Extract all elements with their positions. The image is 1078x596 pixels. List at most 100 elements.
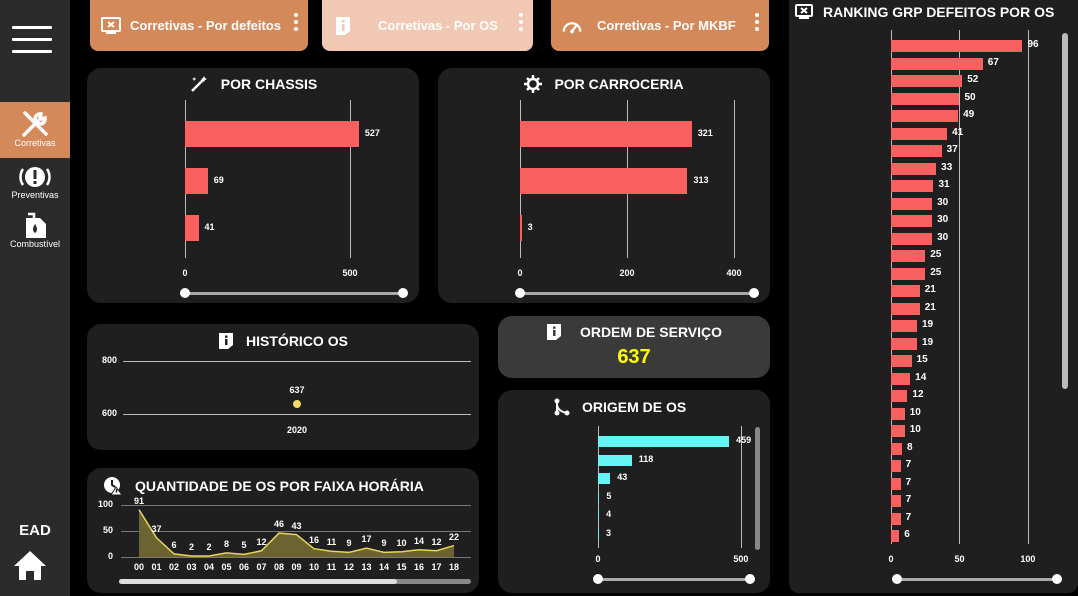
bar[interactable] [891, 232, 933, 245]
bar[interactable] [598, 491, 600, 503]
data-label: 25 [930, 266, 942, 278]
bar[interactable] [598, 473, 611, 484]
bar[interactable] [891, 302, 920, 315]
bar[interactable] [891, 110, 959, 122]
faixa-scroll-thumb[interactable] [119, 579, 397, 584]
bar[interactable] [891, 75, 963, 87]
more-options-icon[interactable] [755, 13, 759, 34]
data-label: 7 [905, 459, 912, 470]
bar[interactable] [891, 407, 905, 420]
range-slider-handle-end[interactable] [1052, 574, 1062, 584]
bar[interactable] [598, 436, 730, 447]
range-slider-handle-end[interactable] [745, 574, 755, 584]
hamburger-menu-icon[interactable] [12, 26, 52, 56]
tab-corretivas-por-os[interactable]: Corretivas - Por OS [322, 0, 533, 51]
range-slider-track[interactable] [598, 578, 750, 581]
x-tick-label: 15 [396, 562, 407, 572]
nav-item-preventivas[interactable]: Preventivas [0, 164, 70, 204]
area-fill [139, 509, 454, 557]
carroceria-title: POR CARROCERIA [554, 76, 684, 92]
range-slider-handle-start[interactable] [180, 288, 190, 298]
x-tick-label: 07 [256, 562, 267, 572]
data-label: 21 [924, 301, 936, 313]
x-tick-label: 0 [888, 554, 894, 564]
nav-item-combustivel[interactable]: Combustível [0, 212, 70, 256]
bar[interactable] [891, 425, 905, 437]
grid-line [121, 531, 471, 532]
range-slider-handle-start[interactable] [593, 574, 603, 584]
nav-item-corretivas[interactable]: Corretivas [0, 102, 70, 158]
screen-x-icon [795, 4, 813, 19]
info-doc-icon [332, 15, 354, 37]
bar[interactable] [891, 215, 933, 227]
origem-header: ORIGEM DE OS [554, 398, 686, 416]
bar[interactable] [891, 285, 920, 297]
bar[interactable] [891, 127, 948, 140]
sidebar: Corretivas Preventivas Combustível EAD [0, 0, 70, 596]
x-tick-label: 0 [517, 268, 523, 278]
grid-line [350, 100, 351, 258]
bar[interactable] [520, 215, 522, 241]
bar[interactable] [891, 57, 983, 70]
bar[interactable] [891, 495, 901, 507]
origem-scrollbar[interactable] [755, 427, 760, 550]
bar[interactable] [891, 162, 937, 175]
bar[interactable] [185, 215, 199, 241]
grid-line [121, 505, 471, 506]
range-slider-track[interactable] [185, 292, 403, 295]
faixa-scrollbar[interactable] [119, 579, 471, 584]
bar[interactable] [891, 92, 960, 105]
bar[interactable] [891, 442, 902, 455]
data-label: 7 [905, 511, 912, 523]
more-options-icon[interactable] [519, 13, 523, 34]
range-slider-handle-start[interactable] [892, 574, 902, 584]
x-tick-label: 0 [182, 268, 188, 278]
ranking-scrollbar[interactable] [1062, 33, 1068, 389]
x-tick-label: 01 [151, 562, 162, 572]
speedometer-icon [561, 15, 583, 37]
data-point[interactable] [293, 400, 301, 409]
range-slider-handle-start[interactable] [515, 288, 525, 298]
bar[interactable] [520, 168, 688, 194]
x-tick-label: 500 [733, 554, 749, 564]
home-icon[interactable] [13, 549, 47, 581]
bar[interactable] [891, 145, 942, 157]
ranking-header: RANKING GRP DEFEITOS POR OS [795, 4, 1054, 20]
bar[interactable] [891, 337, 917, 350]
bar[interactable] [891, 40, 1023, 52]
bar[interactable] [598, 528, 599, 540]
data-label: 37 [151, 523, 162, 534]
tab-corretivas-por-mkbf[interactable]: Corretivas - Por MKBF [551, 0, 769, 51]
range-slider-track[interactable] [520, 292, 754, 295]
bar[interactable] [891, 197, 933, 210]
range-slider-handle-end[interactable] [749, 288, 759, 298]
bar[interactable] [891, 390, 908, 402]
tab-label: Corretivas - Por OS [378, 18, 498, 33]
origem-chart: 0 500 459 118 43 5 4 3 [593, 426, 768, 592]
bar[interactable] [891, 512, 901, 525]
x-tick-label: 2020 [286, 425, 308, 435]
bar[interactable] [891, 477, 901, 490]
x-tick-label: 16 [413, 562, 424, 572]
bar[interactable] [891, 320, 917, 332]
tab-corretivas-por-defeitos[interactable]: Corretivas - Por defeitos [90, 0, 308, 51]
more-options-icon[interactable] [294, 13, 298, 34]
bar[interactable] [185, 121, 359, 147]
range-slider-track[interactable] [897, 578, 1057, 581]
ranking-title: RANKING GRP DEFEITOS POR OS [823, 4, 1055, 20]
range-slider-handle-end[interactable] [398, 288, 408, 298]
clock-warning-icon [104, 477, 123, 496]
bar[interactable] [891, 530, 900, 542]
bar[interactable] [598, 510, 600, 521]
data-label: 41 [952, 126, 964, 138]
bar[interactable] [891, 355, 912, 367]
bar[interactable] [891, 180, 934, 192]
bar[interactable] [891, 460, 901, 472]
bar[interactable] [185, 168, 208, 194]
data-label: 6 [171, 539, 177, 550]
bar[interactable] [520, 121, 692, 147]
bar[interactable] [891, 372, 911, 385]
bar[interactable] [891, 250, 926, 262]
bar[interactable] [598, 454, 632, 466]
bar[interactable] [891, 267, 926, 280]
